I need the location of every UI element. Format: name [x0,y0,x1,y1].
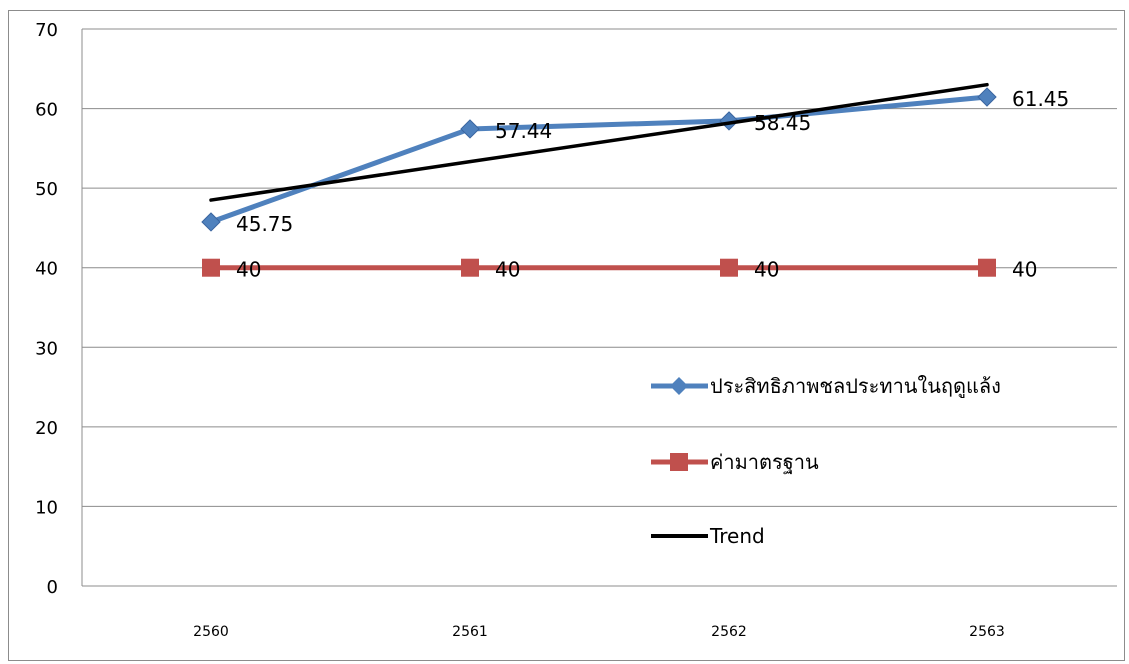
y-tick-label: 70 [35,20,58,41]
data-point-marker [978,258,996,277]
series [201,82,997,277]
y-tick-label: 10 [35,497,58,518]
legend-label: ประสิทธิภาพชลประทานในฤดูแล้ง [710,374,1001,399]
data-label: 40 [236,258,261,282]
data-point-marker [720,258,738,277]
x-tick-label: 2563 [969,624,1005,640]
data-labels: 45.75 57.44 58.45 61.45 40 40 40 40 [236,87,1069,282]
data-label: 40 [1012,258,1037,282]
axes: 0 10 20 30 40 50 60 70 2560 2561 2562 2563 [35,20,1005,640]
x-tick-label: 2560 [193,624,229,640]
y-tick-label: 60 [35,100,58,121]
data-label: 45.75 [236,212,293,236]
legend-marker [670,377,688,395]
x-tick-label: 2561 [452,624,488,640]
y-tick-label: 40 [35,259,58,280]
data-label: 40 [754,258,779,282]
legend-label: ค่ามาตรฐาน [710,450,819,474]
data-point-marker [977,87,997,107]
y-tick-label: 50 [35,179,58,200]
data-label: 40 [495,258,520,282]
data-point-marker [460,119,480,139]
data-label: 57.44 [495,119,552,143]
x-tick-label: 2562 [711,624,747,640]
data-label: 61.45 [1012,87,1069,111]
legend-marker [670,453,688,471]
y-tick-label: 20 [35,418,58,439]
series-line [209,82,989,202]
chart-frame [8,10,1125,661]
data-point-marker [461,258,479,277]
y-tick-label: 0 [47,577,58,598]
y-tick-label: 30 [35,338,58,359]
data-point-marker [201,212,221,232]
legend-label: Trend [709,524,765,548]
gridlines [82,28,1117,587]
legend: ประสิทธิภาพชลประทานในฤดูแล้งค่ามาตรฐาน Tr… [651,374,1001,548]
data-label: 58.45 [754,111,811,135]
series-line [208,94,990,225]
data-point-marker [202,258,220,277]
